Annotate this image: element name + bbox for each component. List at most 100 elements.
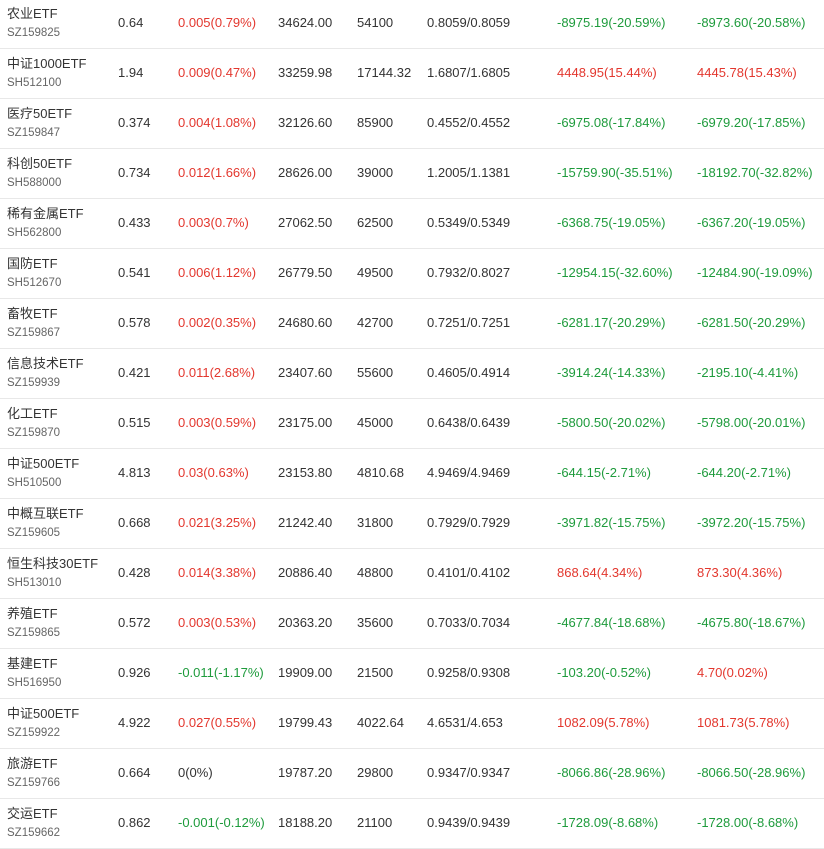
fund-name-cell[interactable]: 畜牧ETF SZ159867 — [7, 306, 60, 340]
fund-name[interactable]: 中证500ETF — [7, 456, 80, 471]
current-price: 0.421 — [118, 365, 151, 380]
fund-name-cell[interactable]: 国防ETF SH512670 — [7, 256, 61, 290]
table-row[interactable]: 科创50ETF SH588000 0.734 0.012(1.66%) 2862… — [0, 149, 824, 199]
cost-price: 4.9469/4.9469 — [427, 465, 511, 480]
fund-name-cell[interactable]: 恒生科技30ETF SH513010 — [7, 556, 98, 590]
fund-name[interactable]: 中概互联ETF — [7, 506, 84, 521]
fund-name[interactable]: 基建ETF — [7, 656, 58, 671]
fund-name[interactable]: 信息技术ETF — [7, 356, 84, 371]
price-change: 0.027(0.55%) — [178, 715, 257, 730]
price-change: 0.009(0.47%) — [178, 65, 257, 80]
price-change: 0.003(0.59%) — [178, 415, 257, 430]
table-row[interactable]: 基建ETF SH516950 0.926 -0.011(-1.17%) 1990… — [0, 649, 824, 699]
price-change: 0.03(0.63%) — [178, 465, 249, 480]
profit-loss: -3971.82(-15.75%) — [557, 515, 666, 530]
price-change: 0(0%) — [178, 765, 213, 780]
price-change: 0.004(1.08%) — [178, 115, 257, 130]
fund-code: SZ159605 — [7, 527, 61, 539]
cost-price: 0.7251/0.7251 — [427, 315, 511, 330]
table-row[interactable]: 信息技术ETF SZ159939 0.421 0.011(2.68%) 2340… — [0, 349, 824, 399]
price-change: 0.002(0.35%) — [178, 315, 257, 330]
profit-loss-total: -8066.50(-28.96%) — [697, 765, 806, 780]
current-price: 0.664 — [118, 765, 151, 780]
current-price: 0.668 — [118, 515, 151, 530]
fund-name-cell[interactable]: 基建ETF SH516950 — [7, 656, 61, 690]
fund-name-cell[interactable]: 信息技术ETF SZ159939 — [7, 356, 84, 390]
fund-name[interactable]: 科创50ETF — [7, 156, 73, 171]
holding-quantity: 55600 — [357, 365, 394, 380]
table-row[interactable]: 农业ETF SZ159825 0.64 0.005(0.79%) 34624.0… — [0, 0, 824, 49]
fund-name-cell[interactable]: 交运ETF SZ159662 — [7, 806, 60, 840]
table-row[interactable]: 养殖ETF SZ159865 0.572 0.003(0.53%) 20363.… — [0, 599, 824, 649]
fund-name[interactable]: 农业ETF — [7, 6, 58, 21]
current-price: 4.813 — [118, 465, 151, 480]
fund-name-cell[interactable]: 稀有金属ETF SH562800 — [7, 206, 84, 240]
profit-loss-total: -4675.80(-18.67%) — [697, 615, 806, 630]
table-row[interactable]: 旅游ETF SZ159766 0.664 0(0%) 19787.20 2980… — [0, 749, 824, 799]
profit-loss-total: -12484.90(-19.09%) — [697, 265, 813, 280]
current-price: 0.374 — [118, 115, 151, 130]
current-price: 4.922 — [118, 715, 151, 730]
market-value: 18188.20 — [278, 815, 333, 830]
fund-name[interactable]: 旅游ETF — [7, 756, 58, 771]
fund-name-cell[interactable]: 化工ETF SZ159870 — [7, 406, 60, 440]
market-value: 26779.50 — [278, 265, 333, 280]
fund-name[interactable]: 恒生科技30ETF — [7, 556, 99, 571]
fund-code: SZ159865 — [7, 627, 61, 639]
fund-name-cell[interactable]: 农业ETF SZ159825 — [7, 6, 60, 40]
fund-name-cell[interactable]: 中证500ETF SZ159922 — [7, 706, 79, 740]
table-row[interactable]: 中概互联ETF SZ159605 0.668 0.021(3.25%) 2124… — [0, 499, 824, 549]
table-row[interactable]: 中证500ETF SH510500 4.813 0.03(0.63%) 2315… — [0, 449, 824, 499]
table-row[interactable]: 国防ETF SH512670 0.541 0.006(1.12%) 26779.… — [0, 249, 824, 299]
fund-name-cell[interactable]: 中证500ETF SH510500 — [7, 456, 79, 490]
fund-name[interactable]: 畜牧ETF — [7, 306, 58, 321]
fund-name-cell[interactable]: 养殖ETF SZ159865 — [7, 606, 60, 640]
table-row[interactable]: 医疗50ETF SZ159847 0.374 0.004(1.08%) 3212… — [0, 99, 824, 149]
table-row[interactable]: 化工ETF SZ159870 0.515 0.003(0.59%) 23175.… — [0, 399, 824, 449]
cost-price: 0.7033/0.7034 — [427, 615, 511, 630]
price-change: 0.011(2.68%) — [178, 365, 256, 380]
fund-name[interactable]: 交运ETF — [7, 806, 58, 821]
profit-loss: -3914.24(-14.33%) — [557, 365, 666, 380]
price-change: 0.012(1.66%) — [178, 165, 257, 180]
cost-price: 1.6807/1.6805 — [427, 65, 511, 80]
market-value: 23153.80 — [278, 465, 333, 480]
table-row[interactable]: 交运ETF SZ159662 0.862 -0.001(-0.12%) 1818… — [0, 799, 824, 849]
fund-code: SZ159766 — [7, 777, 61, 789]
holding-quantity: 62500 — [357, 215, 394, 230]
cost-price: 1.2005/1.1381 — [427, 165, 511, 180]
table-row[interactable]: 恒生科技30ETF SH513010 0.428 0.014(3.38%) 20… — [0, 549, 824, 599]
profit-loss: -103.20(-0.52%) — [557, 665, 651, 680]
fund-name[interactable]: 养殖ETF — [7, 606, 58, 621]
cost-price: 0.4605/0.4914 — [427, 365, 511, 380]
market-value: 20363.20 — [278, 615, 333, 630]
table-row[interactable]: 中证500ETF SZ159922 4.922 0.027(0.55%) 197… — [0, 699, 824, 749]
fund-name[interactable]: 中证1000ETF — [7, 56, 87, 71]
cost-price: 0.4552/0.4552 — [427, 115, 511, 130]
market-value: 34624.00 — [278, 15, 333, 30]
table-row[interactable]: 稀有金属ETF SH562800 0.433 0.003(0.7%) 27062… — [0, 199, 824, 249]
holding-quantity: 85900 — [357, 115, 394, 130]
fund-code: SZ159922 — [7, 727, 61, 739]
fund-name[interactable]: 国防ETF — [7, 256, 58, 271]
fund-name-cell[interactable]: 旅游ETF SZ159766 — [7, 756, 60, 790]
fund-name-cell[interactable]: 中概互联ETF SZ159605 — [7, 506, 84, 540]
fund-name-cell[interactable]: 中证1000ETF SH512100 — [7, 56, 86, 90]
holding-quantity: 31800 — [357, 515, 394, 530]
market-value: 21242.40 — [278, 515, 333, 530]
fund-name[interactable]: 稀有金属ETF — [7, 206, 84, 221]
fund-name[interactable]: 化工ETF — [7, 406, 58, 421]
holding-quantity: 42700 — [357, 315, 394, 330]
profit-loss: -8975.19(-20.59%) — [557, 15, 666, 30]
table-row[interactable]: 畜牧ETF SZ159867 0.578 0.002(0.35%) 24680.… — [0, 299, 824, 349]
current-price: 0.578 — [118, 315, 151, 330]
profit-loss-total: -6367.20(-19.05%) — [697, 215, 806, 230]
cost-price: 0.9347/0.9347 — [427, 765, 511, 780]
fund-name-cell[interactable]: 科创50ETF SH588000 — [7, 156, 72, 190]
table-row[interactable]: 中证1000ETF SH512100 1.94 0.009(0.47%) 332… — [0, 49, 824, 99]
fund-name[interactable]: 中证500ETF — [7, 706, 80, 721]
fund-name[interactable]: 医疗50ETF — [7, 106, 73, 121]
market-value: 27062.50 — [278, 215, 333, 230]
holding-quantity: 21500 — [357, 665, 394, 680]
fund-name-cell[interactable]: 医疗50ETF SZ159847 — [7, 106, 72, 140]
